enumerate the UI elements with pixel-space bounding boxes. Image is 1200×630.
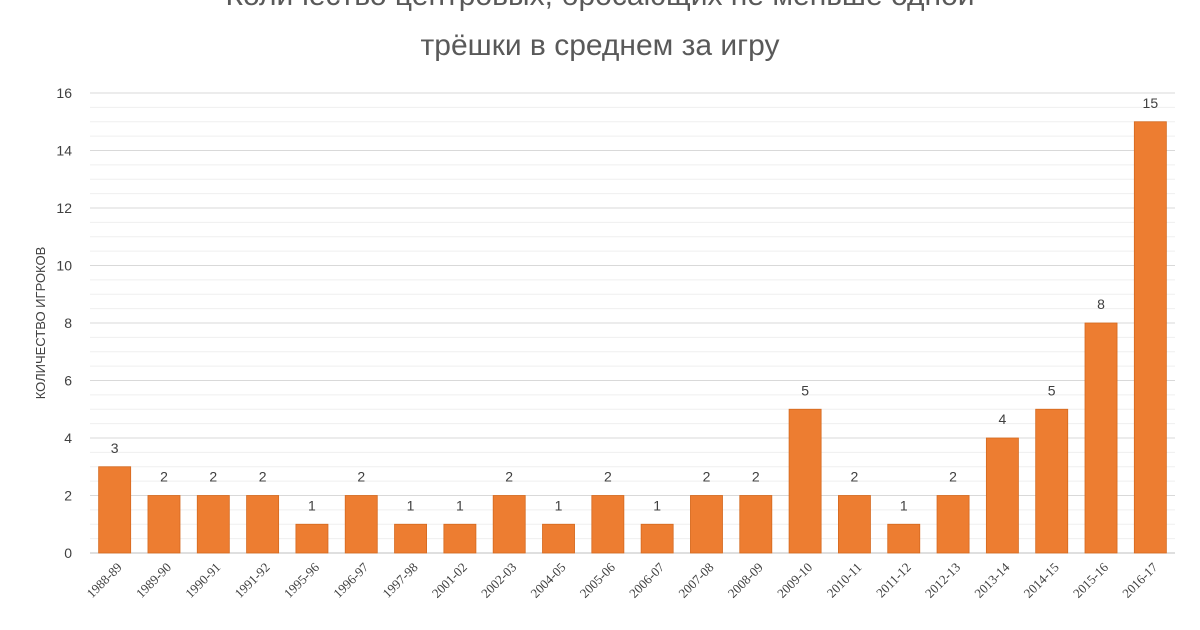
x-tick-label: 2006-07 [626, 559, 668, 601]
y-tick-label: 14 [56, 143, 72, 159]
bar [1035, 408, 1069, 554]
bar [196, 495, 230, 554]
chart-title-line-2: трёшки в среднем за игру [421, 29, 780, 62]
bar [542, 523, 575, 554]
bar-value-label: 1 [653, 497, 661, 513]
x-tick-label: 1990-91 [182, 560, 223, 601]
bar-value-label: 2 [160, 469, 168, 485]
y-axis-title: КОЛИЧЕСТВО ИГРОКОВ [33, 247, 48, 400]
x-tick-label: 2007-08 [675, 560, 716, 601]
y-tick-label: 6 [64, 373, 72, 389]
bar [394, 523, 427, 554]
bar-value-label: 2 [357, 469, 365, 485]
x-tick-label: 1989-90 [133, 560, 174, 601]
bar-value-label: 1 [456, 497, 464, 513]
bar-value-label: 2 [949, 469, 957, 485]
bar-value-label: 1 [900, 497, 908, 513]
y-axis-ticks: 0 2 4 6 8 10 12 14 16 [56, 85, 72, 561]
bar-value-label: 2 [505, 469, 513, 485]
bars [98, 121, 1167, 554]
bar-value-label: 2 [851, 469, 859, 485]
x-tick-label: 1997-98 [379, 560, 420, 601]
bar [985, 437, 1019, 554]
bar [838, 495, 871, 554]
bar [591, 495, 625, 554]
bar [936, 495, 970, 554]
bar-value-label: 8 [1097, 296, 1105, 312]
bar [739, 495, 773, 554]
bar [788, 408, 822, 554]
bar [1084, 322, 1118, 554]
chart-title-line-1: Количество центровых, бросающих не меньш… [225, 0, 974, 12]
x-tick-label: 1991-92 [231, 560, 272, 601]
x-tick-label: 2001-02 [429, 560, 470, 601]
y-tick-label: 2 [64, 488, 72, 504]
bar-value-label: 5 [1048, 382, 1056, 398]
y-tick-label: 10 [56, 258, 72, 274]
x-tick-label: 2010-11 [824, 560, 865, 601]
bar-value-label: 2 [259, 469, 267, 485]
bar-value-label: 1 [308, 497, 316, 513]
y-tick-label: 8 [64, 315, 72, 331]
x-tick-label: 1988-89 [84, 560, 125, 601]
bar-value-label: 4 [998, 411, 1006, 427]
bar [147, 495, 181, 554]
x-tick-label: 2008-09 [725, 560, 766, 601]
x-tick-label: 2012-13 [922, 560, 963, 601]
y-tick-label: 12 [56, 200, 72, 216]
bar [640, 523, 674, 554]
x-tick-label: 1996-97 [330, 559, 372, 601]
x-tick-label: 2004-05 [527, 560, 568, 601]
bar-value-label: 2 [752, 469, 760, 485]
y-tick-label: 4 [64, 430, 72, 446]
x-tick-label: 2013-14 [971, 559, 1013, 601]
bar [492, 495, 526, 554]
chart-title: Количество центровых, бросающих не меньш… [225, 0, 974, 62]
x-tick-label: 2009-10 [774, 560, 815, 601]
bar-value-label: 2 [209, 469, 217, 485]
y-tick-label: 0 [64, 545, 72, 561]
bar [443, 523, 477, 554]
x-tick-label: 2002-03 [478, 560, 519, 601]
bar [295, 523, 329, 554]
x-tick-label: 2005-06 [577, 559, 619, 601]
bar [344, 495, 378, 554]
x-axis-ticks: 1988-89 1989-90 1990-91 1991-92 1995-96 1996-… [84, 559, 1161, 601]
data-labels: 3 2 2 2 1 2 1 1 2 1 2 1 2 2 5 2 1 2 4 5 8 15 [111, 95, 1159, 514]
bar [690, 495, 723, 554]
bar [246, 495, 280, 554]
y-tick-label: 16 [56, 85, 72, 101]
x-tick-label: 2014-15 [1021, 560, 1062, 601]
bar-value-label: 2 [604, 469, 612, 485]
bar-value-label: 1 [407, 497, 415, 513]
x-tick-label: 2011-12 [873, 560, 914, 601]
bar-value-label: 3 [111, 440, 119, 456]
bar [887, 523, 921, 554]
gridlines [90, 92, 1175, 554]
x-tick-label: 2016-17 [1119, 559, 1161, 601]
bar-value-label: 2 [703, 469, 711, 485]
bar [98, 466, 132, 554]
bar [1133, 121, 1167, 554]
x-tick-label: 2015-16 [1070, 559, 1112, 601]
bar-value-label: 15 [1143, 95, 1159, 111]
bar-value-label: 1 [555, 497, 563, 513]
x-tick-label: 1995-96 [281, 559, 323, 601]
bar-value-label: 5 [801, 382, 809, 398]
